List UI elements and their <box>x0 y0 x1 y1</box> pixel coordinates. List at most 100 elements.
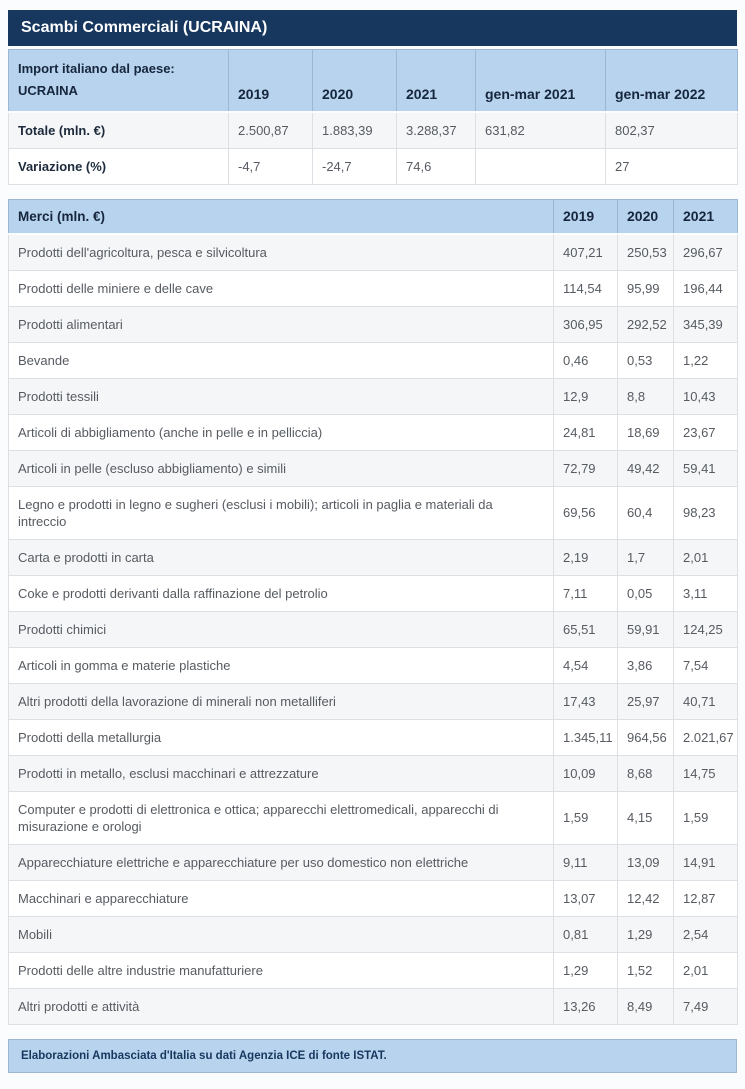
table-row: Variazione (%) -4,7 -24,7 74,6 27 <box>8 148 738 185</box>
row-value: 59,91 <box>617 610 674 648</box>
row-value: 49,42 <box>617 449 674 487</box>
row-value: 1,59 <box>553 790 618 845</box>
row-value: 306,95 <box>553 305 618 343</box>
table-row: Prodotti in metallo, esclusi macchinari … <box>8 754 738 792</box>
row-value: 3.288,37 <box>396 111 476 149</box>
row-value: 60,4 <box>617 485 674 540</box>
row-value: 345,39 <box>673 305 738 343</box>
row-value: 40,71 <box>673 682 738 720</box>
row-value: 1,29 <box>553 951 618 989</box>
row-label: Prodotti delle miniere e delle cave <box>8 269 554 307</box>
row-value: 114,54 <box>553 269 618 307</box>
table-row: Prodotti chimici 65,51 59,91 124,25 <box>8 610 738 648</box>
table-row: Macchinari e apparecchiature 13,07 12,42 12… <box>8 879 738 917</box>
row-value: 292,52 <box>617 305 674 343</box>
table-row: Articoli di abbigliamento (anche in pell… <box>8 413 738 451</box>
row-label: Mobili <box>8 915 554 953</box>
merci-table-body: Prodotti dell'agricoltura, pesca e silvi… <box>8 233 738 1025</box>
table-row: Altri prodotti e attività 13,26 8,49 7,49 <box>8 987 738 1025</box>
table-row: Altri prodotti della lavorazione di mine… <box>8 682 738 720</box>
row-value: 69,56 <box>553 485 618 540</box>
row-value: 65,51 <box>553 610 618 648</box>
column-header-2020: 2020 <box>617 199 674 235</box>
table-row: Totale (mln. €) 2.500,87 1.883,39 3.288,37 6… <box>8 111 738 149</box>
row-value: 8,8 <box>617 377 674 415</box>
table-row: Prodotti alimentari 306,95 292,52 345,39 <box>8 305 738 343</box>
row-value: 98,23 <box>673 485 738 540</box>
row-value: 72,79 <box>553 449 618 487</box>
row-value: 25,97 <box>617 682 674 720</box>
table-row: Coke e prodotti derivanti dalla raffinaz… <box>8 574 738 612</box>
row-value: 0,05 <box>617 574 674 612</box>
row-label: Variazione (%) <box>8 148 229 185</box>
row-value: 17,43 <box>553 682 618 720</box>
merci-table-header-row: Merci (mln. €) 2019 2020 2021 <box>8 199 738 235</box>
table-row: Bevande 0,46 0,53 1,22 <box>8 341 738 379</box>
row-label: Legno e prodotti in legno e sugheri (esc… <box>8 485 554 540</box>
row-label: Totale (mln. €) <box>8 111 229 149</box>
row-label: Carta e prodotti in carta <box>8 538 554 576</box>
row-label: Coke e prodotti derivanti dalla raffinaz… <box>8 574 554 612</box>
row-label: Computer e prodotti di elettronica e ott… <box>8 790 554 845</box>
row-label: Prodotti in metallo, esclusi macchinari … <box>8 754 554 792</box>
merci-table: Merci (mln. €) 2019 2020 2021 Prodotti d… <box>8 199 738 1025</box>
row-value: 24,81 <box>553 413 618 451</box>
row-value: 250,53 <box>617 233 674 271</box>
row-value: 18,69 <box>617 413 674 451</box>
row-label: Prodotti delle altre industrie manufattu… <box>8 951 554 989</box>
row-value: 1.883,39 <box>312 111 397 149</box>
row-value: 13,07 <box>553 879 618 917</box>
row-value: 12,9 <box>553 377 618 415</box>
row-value: 1,52 <box>617 951 674 989</box>
table-row: Carta e prodotti in carta 2,19 1,7 2,01 <box>8 538 738 576</box>
row-label: Apparecchiature elettriche e apparecchia… <box>8 843 554 881</box>
row-value <box>475 148 606 185</box>
row-value: 14,91 <box>673 843 738 881</box>
import-table-caption-line2: UCRAINA <box>18 83 78 98</box>
table-row: Computer e prodotti di elettronica e ott… <box>8 790 738 845</box>
table-row: Prodotti dell'agricoltura, pesca e silvi… <box>8 233 738 271</box>
merci-table-header: Merci (mln. €) 2019 2020 2021 <box>8 199 738 235</box>
row-label: Articoli in gomma e materie plastiche <box>8 646 554 684</box>
row-label: Articoli in pelle (escluso abbigliamento… <box>8 449 554 487</box>
import-table-caption-line1: Import italiano dal paese: <box>18 61 175 76</box>
row-value: 296,67 <box>673 233 738 271</box>
column-header-2021: 2021 <box>396 49 476 113</box>
row-value: 0,53 <box>617 341 674 379</box>
row-label: Altri prodotti e attività <box>8 987 554 1025</box>
row-value: -4,7 <box>228 148 313 185</box>
import-table-caption-cell: Import italiano dal paese: UCRAINA <box>8 49 229 113</box>
row-label: Macchinari e apparecchiature <box>8 879 554 917</box>
row-value: 124,25 <box>673 610 738 648</box>
row-value: 631,82 <box>475 111 606 149</box>
row-label: Bevande <box>8 341 554 379</box>
table-row: Apparecchiature elettriche e apparecchia… <box>8 843 738 881</box>
column-header-gen-mar-2022: gen-mar 2022 <box>605 49 738 113</box>
row-value: 1,59 <box>673 790 738 845</box>
row-value: 13,09 <box>617 843 674 881</box>
row-value: 2,19 <box>553 538 618 576</box>
row-value: 9,11 <box>553 843 618 881</box>
row-value: 8,68 <box>617 754 674 792</box>
row-value: 2.021,67 <box>673 718 738 756</box>
row-value: 7,11 <box>553 574 618 612</box>
row-value: 8,49 <box>617 987 674 1025</box>
column-header-2020: 2020 <box>312 49 397 113</box>
row-value: 7,49 <box>673 987 738 1025</box>
row-value: 10,09 <box>553 754 618 792</box>
row-value: -24,7 <box>312 148 397 185</box>
row-value: 74,6 <box>396 148 476 185</box>
table-row: Legno e prodotti in legno e sugheri (esc… <box>8 485 738 540</box>
row-value: 2,54 <box>673 915 738 953</box>
row-value: 27 <box>605 148 738 185</box>
row-label: Prodotti dell'agricoltura, pesca e silvi… <box>8 233 554 271</box>
row-value: 7,54 <box>673 646 738 684</box>
row-value: 23,67 <box>673 413 738 451</box>
row-value: 59,41 <box>673 449 738 487</box>
row-value: 13,26 <box>553 987 618 1025</box>
source-note: Elaborazioni Ambasciata d'Italia su dati… <box>8 1038 737 1073</box>
column-header-2019: 2019 <box>553 199 618 235</box>
row-value: 2.500,87 <box>228 111 313 149</box>
row-value: 12,42 <box>617 879 674 917</box>
row-value: 196,44 <box>673 269 738 307</box>
